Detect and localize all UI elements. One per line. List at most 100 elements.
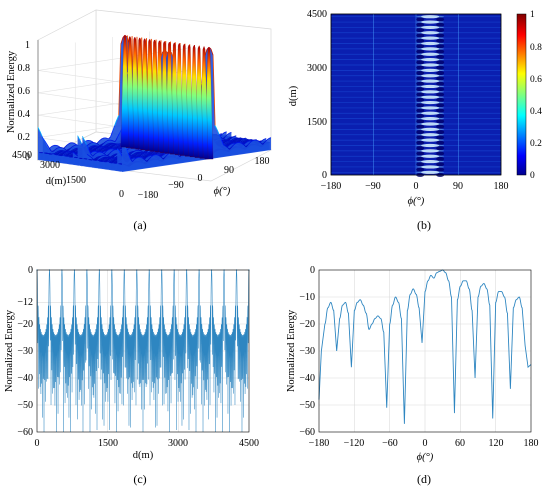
panel-a-slice-edge: [243, 139, 247, 142]
panel-a-slice-edge: [62, 152, 66, 155]
panel-a-slice-edge: [98, 149, 101, 152]
panel-a-slice-edge: [145, 155, 149, 159]
panel-a-slice-edge: [88, 142, 91, 145]
panel-a-slice-edge: [229, 137, 233, 140]
panel-a-slice-edge: [103, 150, 107, 152]
panel-a-slice-edge: [97, 146, 101, 149]
panel-a-slice-edge: [140, 154, 143, 157]
panel-a-slice-edge: [137, 152, 140, 155]
panel-a-slice-edge: [59, 150, 62, 152]
panel-a-slice-edge: [104, 150, 107, 154]
panel-a-slice-edge: [105, 143, 109, 146]
panel-a-slice-edge: [91, 145, 94, 147]
panel-a-slice-edge: [139, 152, 142, 154]
panel-a-slice-edge: [100, 143, 104, 147]
panel-a-slice-edge: [130, 151, 133, 155]
panel-a-slice-edge: [44, 140, 48, 145]
panel-a-slice-edge: [240, 137, 243, 140]
panel-a-slice-edge: [89, 140, 92, 142]
panel-a-slice-edge: [102, 147, 105, 150]
panel-a-slice-edge: [88, 149, 92, 155]
panel-a-slice-edge: [128, 151, 132, 154]
panel-a-slice-edge: [111, 144, 115, 147]
panel-a-slice-edge: [134, 152, 138, 155]
panel-a-slice-edge: [108, 142, 111, 145]
panel-a-slice-edge: [64, 144, 68, 148]
panel-a-slice-edge: [118, 44, 122, 116]
panel-a-slice-edge: [67, 153, 70, 156]
panel-a-slice-edge: [56, 144, 59, 147]
panel-a-slice-edge: [228, 143, 232, 146]
panel-a-slice-edge: [61, 151, 64, 154]
panel-a-slice-edge: [242, 142, 245, 145]
panel-a-slice-edge: [250, 139, 254, 141]
panel-a-slice-edge: [227, 132, 230, 135]
panel-a-slice-edge: [102, 152, 106, 155]
panel-a-slice-edge: [116, 133, 120, 138]
panel-a-slice-edge: [229, 142, 233, 144]
panel-a-slice-edge: [67, 148, 70, 152]
panel-a-slice-edge: [131, 150, 134, 153]
panel-a-slice-edge: [219, 133, 222, 135]
panel-a-slice-edge: [97, 155, 101, 158]
panel-a-slice-edge: [109, 157, 112, 160]
panel-a-slice-edge: [236, 139, 240, 142]
panel-a-slice-edge: [137, 154, 141, 157]
panel-a-slice-edge: [90, 153, 94, 157]
panel-a-slice-edge: [91, 146, 95, 149]
panel-a-slice-edge: [84, 140, 87, 145]
panel-a-slice-edge: [152, 151, 156, 154]
panel-a-slice-edge: [37, 127, 41, 132]
panel-a-slice-edge: [60, 153, 63, 156]
panel-a-slice-edge: [227, 141, 230, 144]
panel-a-slice-edge: [82, 136, 85, 141]
panel-a-slice-edge: [106, 137, 109, 140]
panel-a-slice-edge: [112, 154, 115, 156]
panel-a-slice-edge: [221, 137, 224, 140]
panel-a-grid-line: [37, 114, 123, 128]
panel-a-slice-edge: [107, 155, 111, 158]
panel-a-slice-edge: [238, 139, 241, 142]
panel-a-slice-edge: [144, 152, 147, 154]
panel-a-slice-edge: [86, 153, 90, 157]
panel-a-slice-edge: [74, 153, 78, 156]
panel-a-slice-edge: [95, 147, 99, 150]
panel-a-slice-edge: [224, 134, 228, 137]
panel-a-slice-edge: [110, 158, 113, 161]
panel-a-slice-edge: [74, 149, 77, 153]
panel-a-slice-edge: [96, 151, 100, 154]
panel-a-slice-edge: [223, 140, 226, 142]
panel-a-slice-edge: [101, 157, 105, 160]
panel-a-slice-edge: [108, 136, 111, 140]
panel-a-surface: [37, 34, 272, 173]
panel-a-slice-edge: [46, 143, 50, 148]
panel-a-slice-edge: [52, 149, 56, 152]
panel-a-slice-edge: [101, 147, 104, 150]
panel-a-slice-edge: [133, 152, 137, 155]
panel-a-slice-edge: [239, 138, 242, 141]
panel-a-slice-edge: [96, 143, 99, 146]
panel-a-slice-edge: [151, 154, 154, 156]
panel-a-slice-edge: [109, 161, 112, 163]
panel-a-slice-edge: [67, 151, 71, 153]
panel-a-slice-edge: [264, 138, 267, 140]
panel-a-slice-edge: [114, 147, 118, 149]
panel-a-slice-edge: [116, 115, 120, 121]
panel-a-slice-edge: [224, 140, 228, 143]
panel-a-slice-edge: [247, 139, 250, 141]
panel-a-slice-edge: [245, 139, 248, 142]
panel-a-slice-edge: [61, 147, 64, 149]
panel-a-slice-edge: [116, 145, 120, 147]
panel-a-slice-edge: [114, 160, 117, 163]
panel-a-slice-edge: [64, 151, 68, 154]
panel-a-slice-edge: [74, 147, 78, 150]
panel-a-slice-edge: [107, 145, 110, 148]
panel-a-slice-edge: [56, 150, 59, 153]
panel-a-slice-edge: [227, 140, 230, 142]
panel-a-slice-edge: [113, 145, 116, 148]
panel-a-slice-edge: [73, 148, 77, 151]
panel-a-slice-edge: [145, 154, 149, 157]
panel-a-slice-edge: [48, 147, 52, 152]
panel-a-slice-edge: [241, 137, 244, 140]
panel-a-slice-edge: [138, 152, 141, 155]
